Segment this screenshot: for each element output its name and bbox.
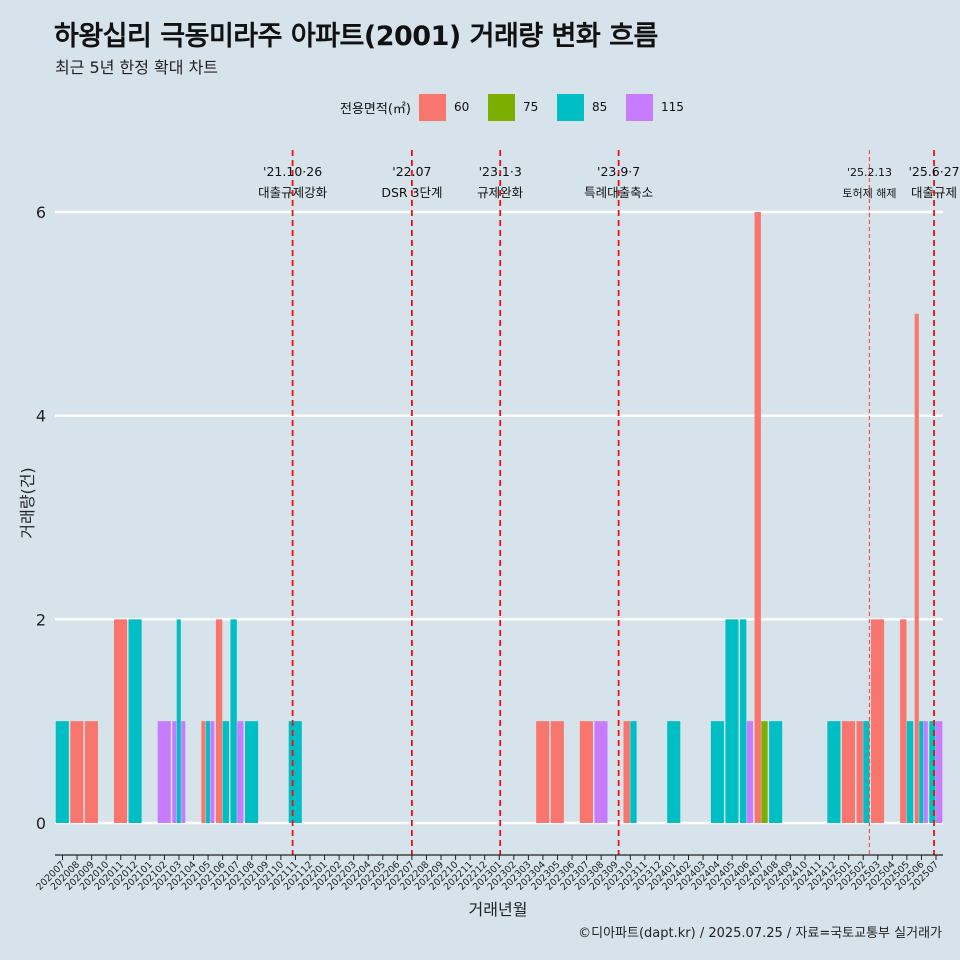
bar-202105-60 — [201, 721, 206, 823]
event-date-label: '25.6·27 — [908, 164, 959, 179]
legend-swatch-85 — [556, 93, 584, 121]
bar-202412-85 — [827, 721, 841, 823]
bar-202007-85 — [55, 721, 69, 823]
legend-label-85: 85 — [591, 100, 608, 114]
y-tick-label: 4 — [36, 407, 46, 426]
chart-title: 하왕십리 극동미라주 아파트(2001) 거래량 변화 흐름 — [54, 21, 658, 52]
bar-202506-115 — [923, 721, 928, 823]
bar-202011-60 — [113, 619, 128, 823]
bar-202407-75 — [761, 721, 768, 823]
bar-202308-115 — [594, 721, 608, 823]
legend-title: 전용면적(㎡) — [340, 101, 411, 117]
legend-item-75: 75 — [487, 93, 553, 121]
bar-202009-60 — [84, 721, 98, 823]
bar-202012-85 — [128, 619, 142, 823]
bar-202305-60 — [550, 721, 564, 823]
bar-202506-85 — [919, 721, 924, 823]
bar-202502-85 — [863, 721, 870, 823]
event-date-label: '25.2.13 — [847, 166, 892, 179]
legend: 전용면적(㎡) 60 75 85 115 — [340, 93, 696, 121]
legend-item-60: 60 — [418, 93, 484, 121]
y-tick-label: 2 — [36, 610, 46, 629]
bar-202505-85 — [906, 721, 914, 823]
bar-202404-85 — [710, 721, 724, 823]
event-name-label: 토허제 해제 — [842, 186, 896, 200]
bar-202310-85 — [630, 721, 637, 823]
caption: ©디아파트(dapt.kr) / 2025.07.25 / 자료=국토교통부 실… — [578, 926, 942, 941]
bar-202507-115 — [936, 721, 943, 823]
legend-swatch-75 — [487, 93, 515, 121]
bar-202401-85 — [667, 721, 681, 823]
bar-202108-85 — [245, 721, 259, 823]
bar-202103-85 — [176, 619, 181, 823]
event-name-label: 대출규제 — [911, 185, 957, 200]
bar-202506-60 — [914, 313, 919, 823]
bar-202502-60 — [856, 721, 863, 823]
bar-202106-60 — [215, 619, 223, 823]
y-tick-label: 0 — [36, 814, 46, 833]
legend-item-85: 85 — [556, 93, 622, 121]
bar-202307-60 — [579, 721, 593, 823]
legend-swatch-115 — [625, 93, 653, 121]
bar-202501-60 — [841, 721, 855, 823]
bar-202107-85 — [230, 619, 237, 823]
bar-202505-60 — [900, 619, 907, 823]
chart-subtitle: 최근 5년 한정 확대 차트 — [55, 58, 219, 77]
bar-202507-85 — [929, 721, 936, 823]
event-date-label: '23.1·3 — [479, 164, 522, 179]
bar-202405-85 — [725, 619, 739, 823]
bar-202406-115 — [746, 721, 754, 823]
event-name-label: DSR 3단계 — [381, 185, 442, 200]
bar-202107-115 — [237, 721, 244, 823]
event-name-label: 규제완화 — [477, 185, 524, 200]
bar-202008-60 — [70, 721, 84, 823]
legend-item-115: 115 — [625, 93, 692, 121]
bar-202103-115 — [181, 721, 186, 823]
event-date-label: '23.9·7 — [597, 164, 640, 179]
y-tick-label: 6 — [36, 203, 46, 222]
event-name-label: 대출규제강화 — [258, 185, 328, 200]
x-axis-title: 거래년월 — [469, 900, 528, 919]
bar-202310-60 — [623, 721, 630, 823]
bar-202102-115 — [157, 721, 171, 823]
bar-202103-115 — [172, 721, 177, 823]
event-name-label: 특례대출축소 — [584, 185, 653, 200]
bar-202111-85 — [288, 721, 302, 823]
bar-202503-60 — [871, 619, 885, 823]
y-axis-title: 거래량(건) — [18, 467, 37, 538]
legend-swatch-60 — [418, 93, 446, 121]
legend-label-75: 75 — [522, 100, 539, 114]
bar-202407-60 — [754, 212, 761, 823]
bar-202304-60 — [536, 721, 550, 823]
bar-202408-85 — [769, 721, 783, 823]
bar-202106-85 — [222, 721, 229, 823]
bar-202406-85 — [739, 619, 747, 823]
event-date-label: '21.10·26 — [263, 164, 322, 179]
legend-label-60: 60 — [453, 100, 470, 114]
bar-202105-85 — [205, 721, 210, 823]
event-date-label: '22.07 — [392, 164, 431, 179]
bar-202105-115 — [210, 721, 215, 823]
legend-label-115: 115 — [660, 100, 684, 114]
